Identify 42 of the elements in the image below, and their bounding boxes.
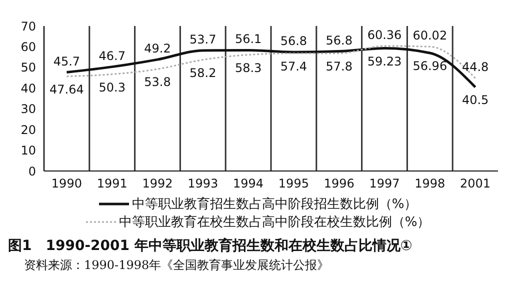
data-label: 53.8 bbox=[144, 75, 171, 90]
data-label: 49.2 bbox=[144, 42, 171, 56]
data-label: 46.7 bbox=[98, 48, 126, 63]
data-label: 58.3 bbox=[234, 60, 262, 75]
y-tick-label: 50 bbox=[20, 60, 36, 75]
y-tick-label: 20 bbox=[20, 122, 36, 137]
data-label: 60.36 bbox=[367, 28, 402, 42]
y-tick-label: 60 bbox=[20, 40, 36, 54]
x-tick-label: 1997 bbox=[369, 176, 400, 191]
y-tick-label: 30 bbox=[20, 102, 36, 116]
x-tick-label: 2001 bbox=[460, 176, 491, 191]
x-tick-label: 1993 bbox=[188, 176, 218, 191]
data-label: 56.96 bbox=[412, 59, 448, 74]
data-label: 56.8 bbox=[326, 33, 352, 48]
legend-label: 中等职业教育招生数占高中阶段招生数比例（%） bbox=[132, 196, 418, 213]
data-label: 40.5 bbox=[462, 93, 489, 108]
text: 资料来源：1990-1998年《全国教育事业发展统计公报》 bbox=[24, 257, 330, 274]
text: 图1 1990-2001 年中等职业教育招生数和在校生数占比情况① bbox=[8, 237, 414, 255]
data-label: 57.4 bbox=[280, 59, 308, 74]
data-label: 56.8 bbox=[280, 34, 308, 48]
x-tick-label: 1995 bbox=[278, 176, 309, 191]
data-label: 47.64 bbox=[50, 82, 84, 96]
data-label: 59.23 bbox=[367, 54, 402, 68]
data-label: 44.8 bbox=[462, 60, 489, 74]
data-label: 57.8 bbox=[326, 59, 352, 74]
x-tick-label: 1991 bbox=[96, 176, 128, 191]
x-tick-label: 1990 bbox=[51, 176, 82, 191]
y-tick-label: 70 bbox=[20, 19, 36, 34]
data-label: 60.02 bbox=[412, 28, 448, 43]
x-tick-label: 1998 bbox=[414, 176, 446, 191]
y-tick-label: 10 bbox=[20, 144, 36, 158]
x-tick-label: 1994 bbox=[233, 176, 264, 191]
y-tick-label: 0 bbox=[28, 164, 36, 178]
data-label: 53.7 bbox=[190, 32, 216, 46]
data-label: 56.1 bbox=[234, 32, 262, 46]
data-label: 50.3 bbox=[98, 80, 126, 94]
data-label: 45.7 bbox=[53, 54, 80, 68]
y-tick-label: 40 bbox=[20, 81, 36, 96]
legend-label: 中等职业教育在校生数占高中阶段在校生数比例（%） bbox=[118, 214, 430, 231]
x-tick-label: 1996 bbox=[324, 176, 354, 191]
x-tick-label: 1992 bbox=[142, 176, 173, 191]
data-label: 58.2 bbox=[190, 66, 216, 80]
